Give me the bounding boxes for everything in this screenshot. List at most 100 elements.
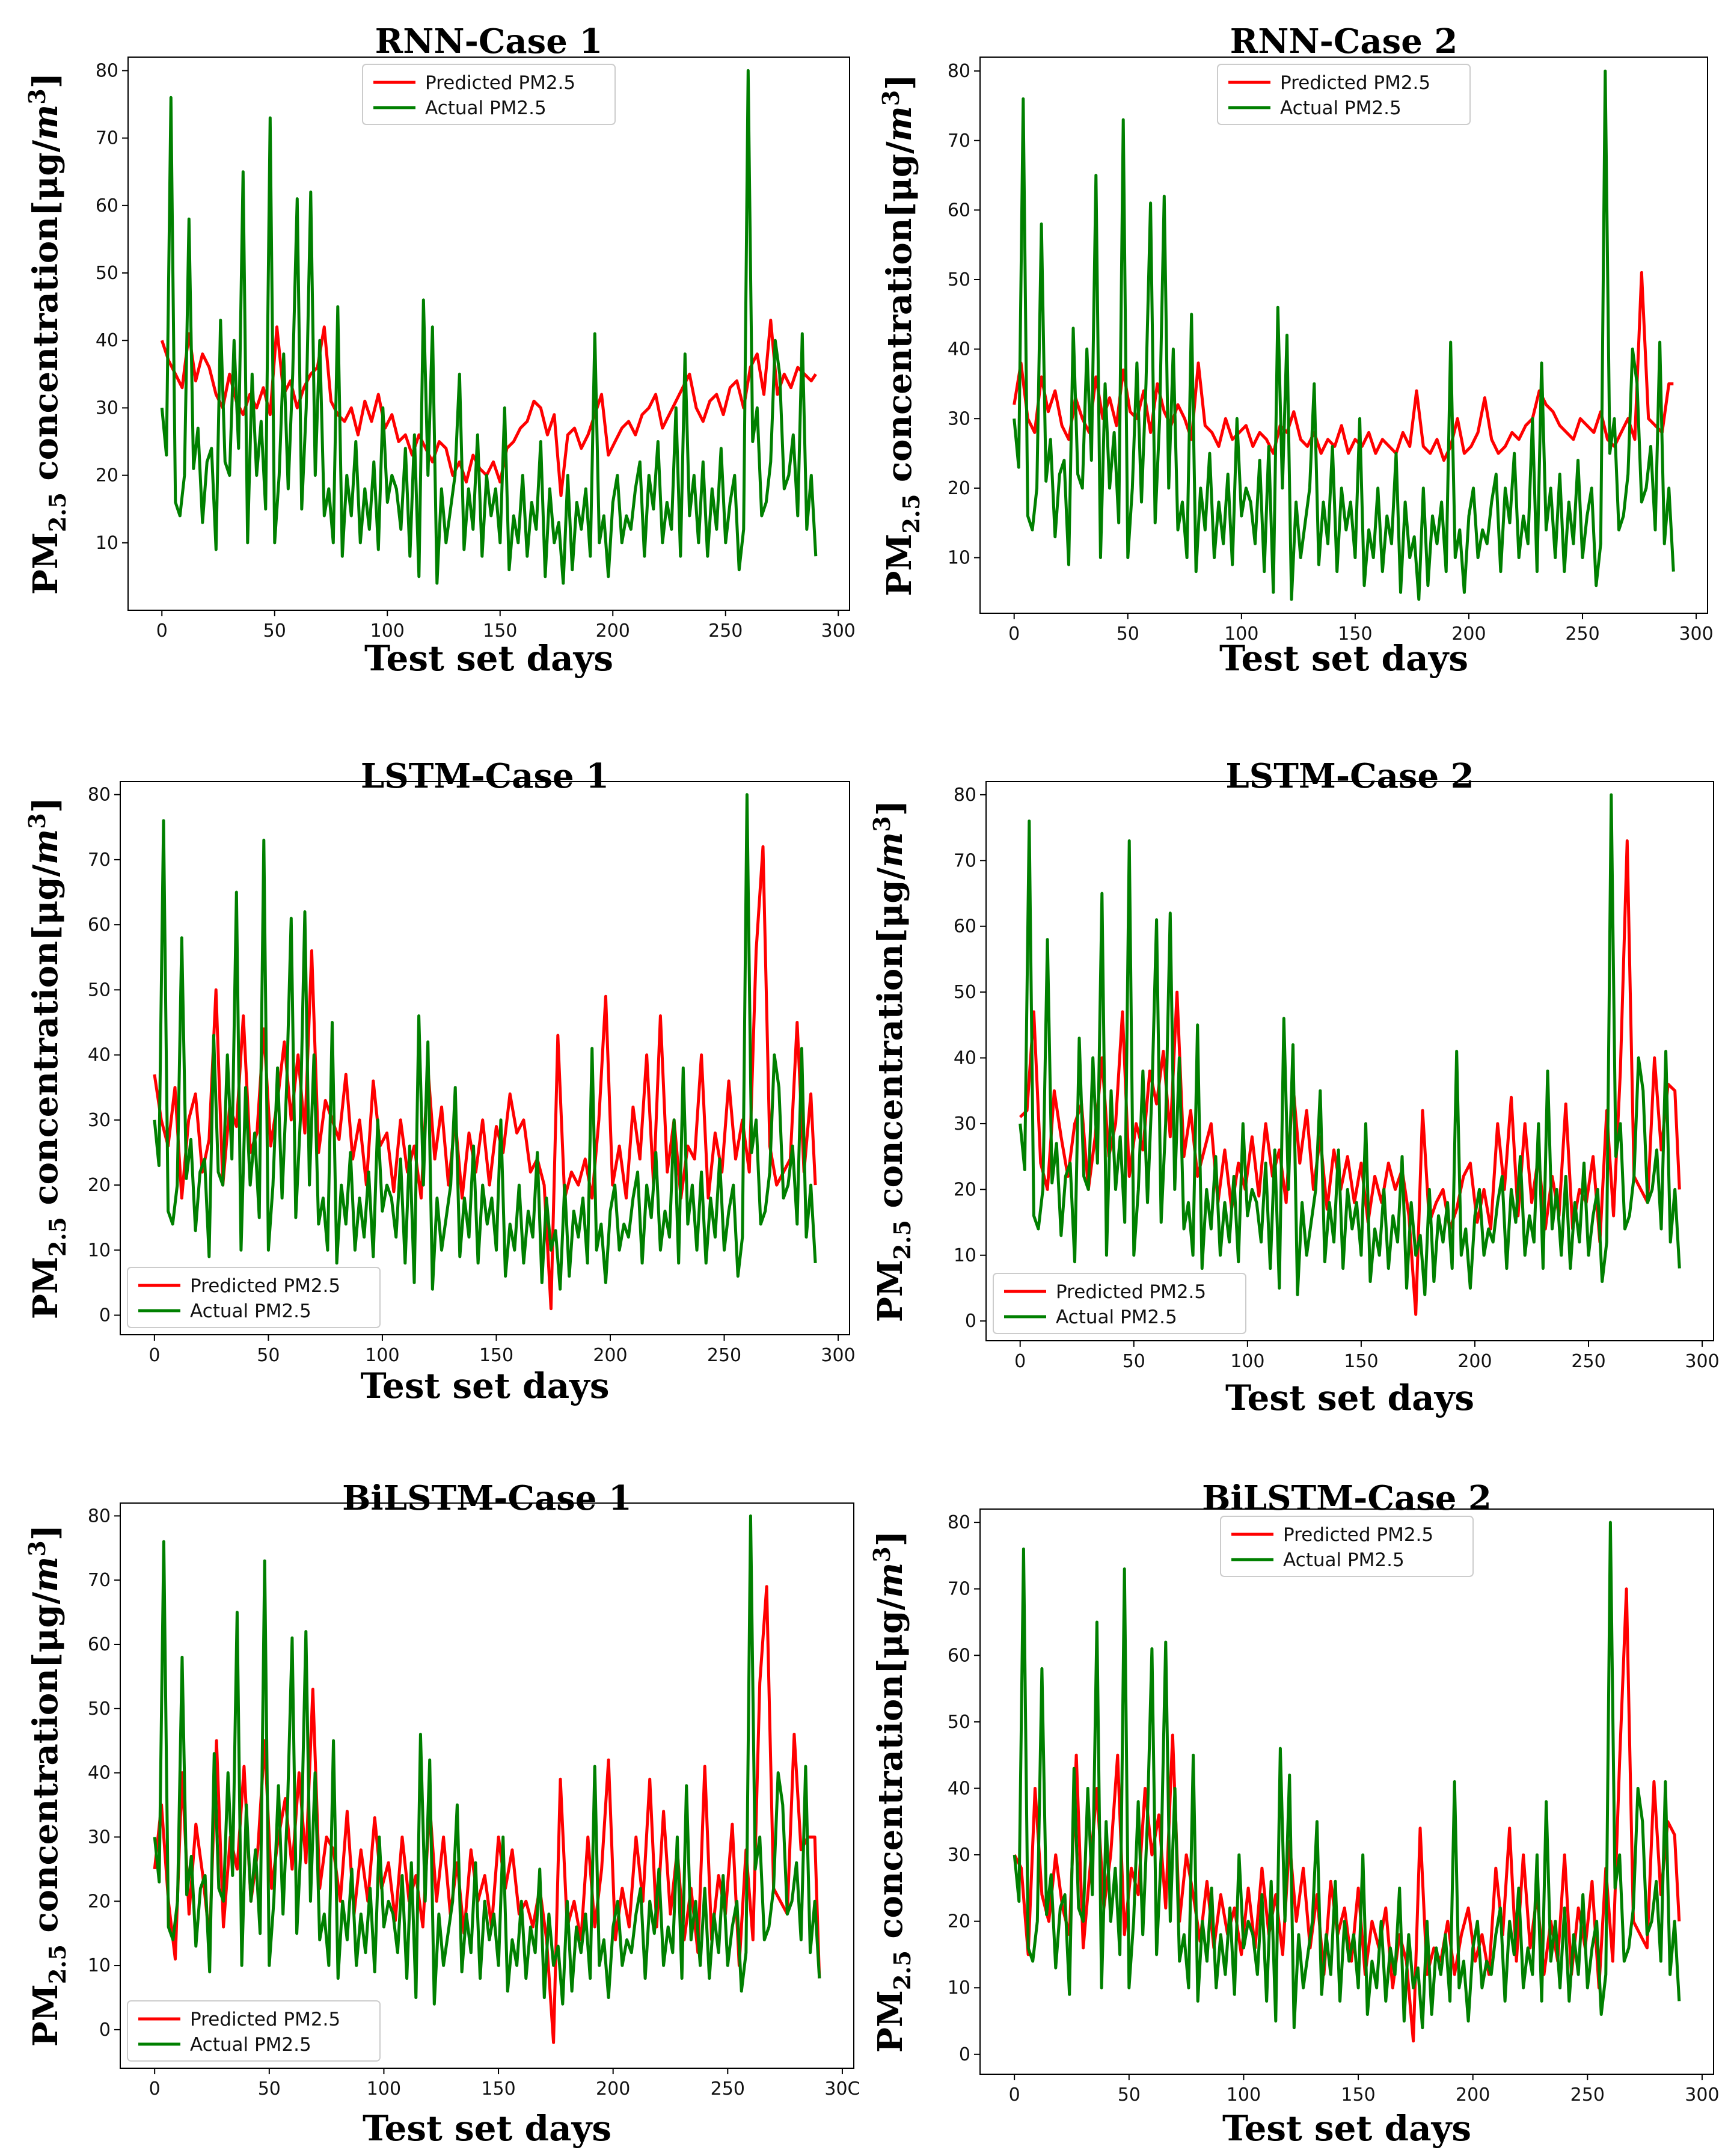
x-tick-label: 0 <box>149 1345 160 1366</box>
legend-box <box>993 1273 1246 1334</box>
legend-box <box>127 2000 381 2062</box>
actual-series-line <box>153 793 817 1291</box>
y-label-bracket: ] <box>871 1531 910 1547</box>
y-tick-label: 50 <box>948 1712 970 1733</box>
y-tick-label: 50 <box>88 1698 111 1720</box>
y-tick-label: 50 <box>88 979 111 1000</box>
chart-title: RNN-Case 1 <box>375 22 603 61</box>
y-tick-label: 30 <box>948 1845 970 1866</box>
plot-frame <box>985 781 1714 1341</box>
x-tick-label: 250 <box>1565 623 1599 645</box>
y-tick-label: 10 <box>948 548 970 569</box>
predicted-series-line <box>1019 839 1681 1316</box>
y-axis-label: PM2.5 concentration[μg/m3] <box>877 74 925 596</box>
y-axis-label: PM2.5 concentration[μg/m3] <box>23 797 71 1320</box>
y-tick-label: 0 <box>99 2020 111 2041</box>
y-label-text: concentration[μg/ <box>26 1591 66 1944</box>
x-tick-label: 200 <box>596 2078 630 2099</box>
y-label-superscript: 3 <box>877 90 904 106</box>
y-tick-label: 0 <box>959 2044 970 2065</box>
legend-predicted-label: Predicted PM2.5 <box>190 1275 340 1297</box>
y-tick-label: 40 <box>948 339 970 360</box>
y-tick-label: 70 <box>948 130 970 152</box>
x-tick-label: 200 <box>596 620 630 642</box>
y-label-superscript: 3 <box>23 813 51 828</box>
y-tick-label: 10 <box>954 1245 976 1266</box>
y-tick-label: 70 <box>954 850 976 871</box>
y-tick-label: 60 <box>948 1645 970 1666</box>
legend-box <box>1217 64 1471 125</box>
x-tick-label: 100 <box>370 620 405 642</box>
actual-series-line <box>160 69 818 585</box>
y-tick-label: 60 <box>954 916 976 937</box>
x-tick-label: 250 <box>1571 1351 1605 1372</box>
chart-panel-3: LSTM-Case 1 0 10 20 30 40 50 60 70 80 0 50 100 150 200… <box>23 756 856 1406</box>
x-tick-label: 150 <box>479 1345 513 1366</box>
predicted-series-line <box>160 319 817 497</box>
legend-predicted-label: Predicted PM2.5 <box>1283 1524 1433 1546</box>
x-tick-label: 0 <box>156 620 168 642</box>
chart-panel-2: RNN-Case 2 10 20 30 40 50 60 70 80 0 50 100 150 200 25… <box>877 22 1714 679</box>
y-tick-label: 50 <box>96 263 118 284</box>
x-axis-label: Test set days <box>363 2108 611 2149</box>
chart-title: BiLSTM-Case 1 <box>342 1478 632 1518</box>
x-tick-label: 150 <box>1341 2084 1375 2105</box>
y-tick-label: 0 <box>99 1305 111 1326</box>
x-tick-label: 300 <box>1685 1351 1719 1372</box>
x-tick-label: 0 <box>1014 1351 1026 1372</box>
y-tick-label: 70 <box>948 1579 970 1600</box>
y-label-unit-m: m <box>880 106 919 141</box>
x-tick-label: 300 <box>821 1345 855 1366</box>
legend: Predicted PM2.5 Actual PM2.5 <box>362 64 616 125</box>
y-tick-label: 70 <box>88 850 111 871</box>
x-tick-label: 250 <box>1570 2084 1605 2105</box>
x-tick-label: 300 <box>1679 623 1713 645</box>
y-label-subscript: 2.5 <box>889 1220 916 1260</box>
y-tick-label: 30 <box>88 1110 111 1131</box>
legend: Predicted PM2.5 Actual PM2.5 <box>127 1267 381 1328</box>
legend-actual-label: Actual PM2.5 <box>1283 1549 1405 1571</box>
y-label-unit-m: m <box>26 1557 66 1592</box>
y-label-bracket: ] <box>26 797 66 813</box>
y-label-bracket: ] <box>26 1525 66 1541</box>
y-label-pm: PM <box>26 532 66 595</box>
x-tick-label: 150 <box>481 2078 515 2099</box>
y-label-superscript: 3 <box>23 88 51 104</box>
legend-actual-label: Actual PM2.5 <box>190 2034 311 2056</box>
y-label-superscript: 3 <box>23 1540 51 1556</box>
y-tick-label: 40 <box>88 1045 111 1066</box>
chart-title: BiLSTM-Case 2 <box>1202 1478 1492 1518</box>
y-tick-label: 20 <box>948 1911 970 1932</box>
y-tick-label: 40 <box>954 1048 976 1069</box>
legend-actual-label: Actual PM2.5 <box>425 97 547 119</box>
y-tick-label: 30 <box>948 408 970 429</box>
y-tick-label: 60 <box>948 200 970 221</box>
y-label-pm: PM <box>871 1260 910 1322</box>
x-axis-label: Test set days <box>1222 2108 1471 2149</box>
x-tick-label: 200 <box>1456 2084 1490 2105</box>
x-axis-label: Test set days <box>1225 1377 1474 1418</box>
plot-frame <box>120 781 850 1335</box>
y-tick-label: 10 <box>88 1240 111 1261</box>
y-tick-label: 20 <box>88 1891 111 1912</box>
legend: Predicted PM2.5 Actual PM2.5 <box>993 1273 1246 1334</box>
x-tick-label: 100 <box>1224 623 1258 645</box>
chart-panel-5: BiLSTM-Case 1 0 10 20 30 40 50 60 70 80 0 50 100 150 2… <box>23 1478 860 2149</box>
predicted-series-line <box>153 845 817 1311</box>
y-label-unit-m: m <box>871 832 910 868</box>
y-tick-label: 0 <box>965 1311 976 1332</box>
legend-predicted-label: Predicted PM2.5 <box>1056 1281 1206 1303</box>
x-tick-label: 200 <box>1457 1351 1492 1372</box>
chart-title: LSTM-Case 1 <box>361 756 609 796</box>
y-tick-label: 70 <box>96 128 118 149</box>
y-label-bracket: ] <box>26 73 66 89</box>
y-label-unit-m: m <box>871 1563 910 1598</box>
x-axis-label: Test set days <box>1219 638 1468 679</box>
y-label-subscript: 2.5 <box>44 492 71 532</box>
y-tick-label: 80 <box>88 785 111 806</box>
y-tick-label: 10 <box>948 1977 970 1998</box>
y-label-pm: PM <box>880 534 919 596</box>
legend-box <box>127 1267 381 1328</box>
y-label-superscript: 3 <box>868 816 895 831</box>
